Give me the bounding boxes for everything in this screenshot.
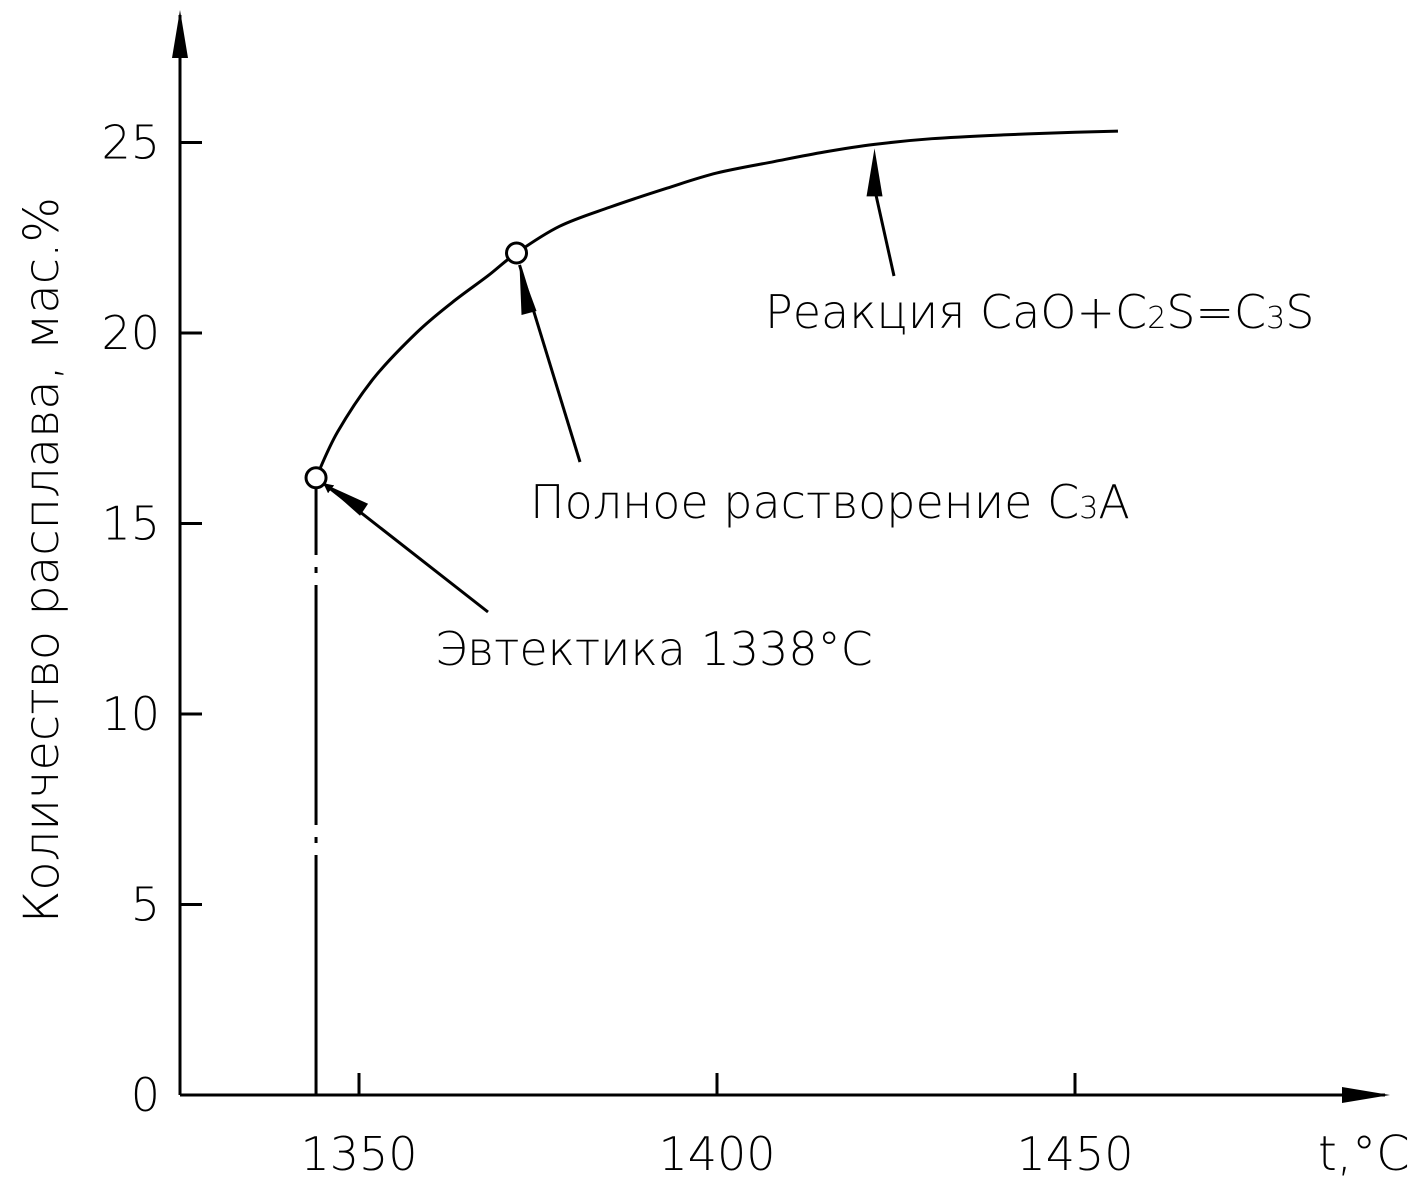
y-tick-label: 25 xyxy=(101,116,160,170)
x-axis-title: t,°C xyxy=(1318,1126,1410,1182)
arrowhead-eutectic xyxy=(324,483,369,516)
x-axis-arrow xyxy=(1342,1087,1390,1103)
point-marker xyxy=(505,241,529,265)
annotations: Эвтектика 1338°C Полное растворение C3A Ре… xyxy=(323,148,1314,676)
y-tick-label: 0 xyxy=(131,1068,160,1122)
y-tick-label: 5 xyxy=(131,878,160,932)
y-axis-arrow xyxy=(172,10,188,58)
melt-curve xyxy=(314,129,1118,479)
y-tick-label: 15 xyxy=(101,497,160,551)
x-tick-label: 1400 xyxy=(658,1127,775,1181)
annotation-eutectic: Эвтектика 1338°C xyxy=(435,622,873,676)
y-axis-title: Количество расплава, мас.% xyxy=(14,197,70,923)
annotation-c3a: Полное растворение C3A xyxy=(530,475,1130,529)
annotation-reaction: Реакция CaO+C2S=C3S xyxy=(765,285,1314,339)
arrow-reaction xyxy=(873,188,896,277)
arrowhead-reaction xyxy=(866,148,883,197)
x-tick-label: 1450 xyxy=(1016,1127,1133,1181)
point-marker xyxy=(304,466,328,490)
axes xyxy=(172,10,1390,1103)
y-tick-label: 20 xyxy=(101,306,160,360)
y-tick-label: 10 xyxy=(101,687,160,741)
ticks: 1350 1400 1450 0 5 10 15 20 25 xyxy=(101,116,1133,1182)
arrowhead-c3a xyxy=(519,264,537,315)
x-tick-label: 1350 xyxy=(300,1127,417,1181)
curve-group xyxy=(304,129,1118,1095)
